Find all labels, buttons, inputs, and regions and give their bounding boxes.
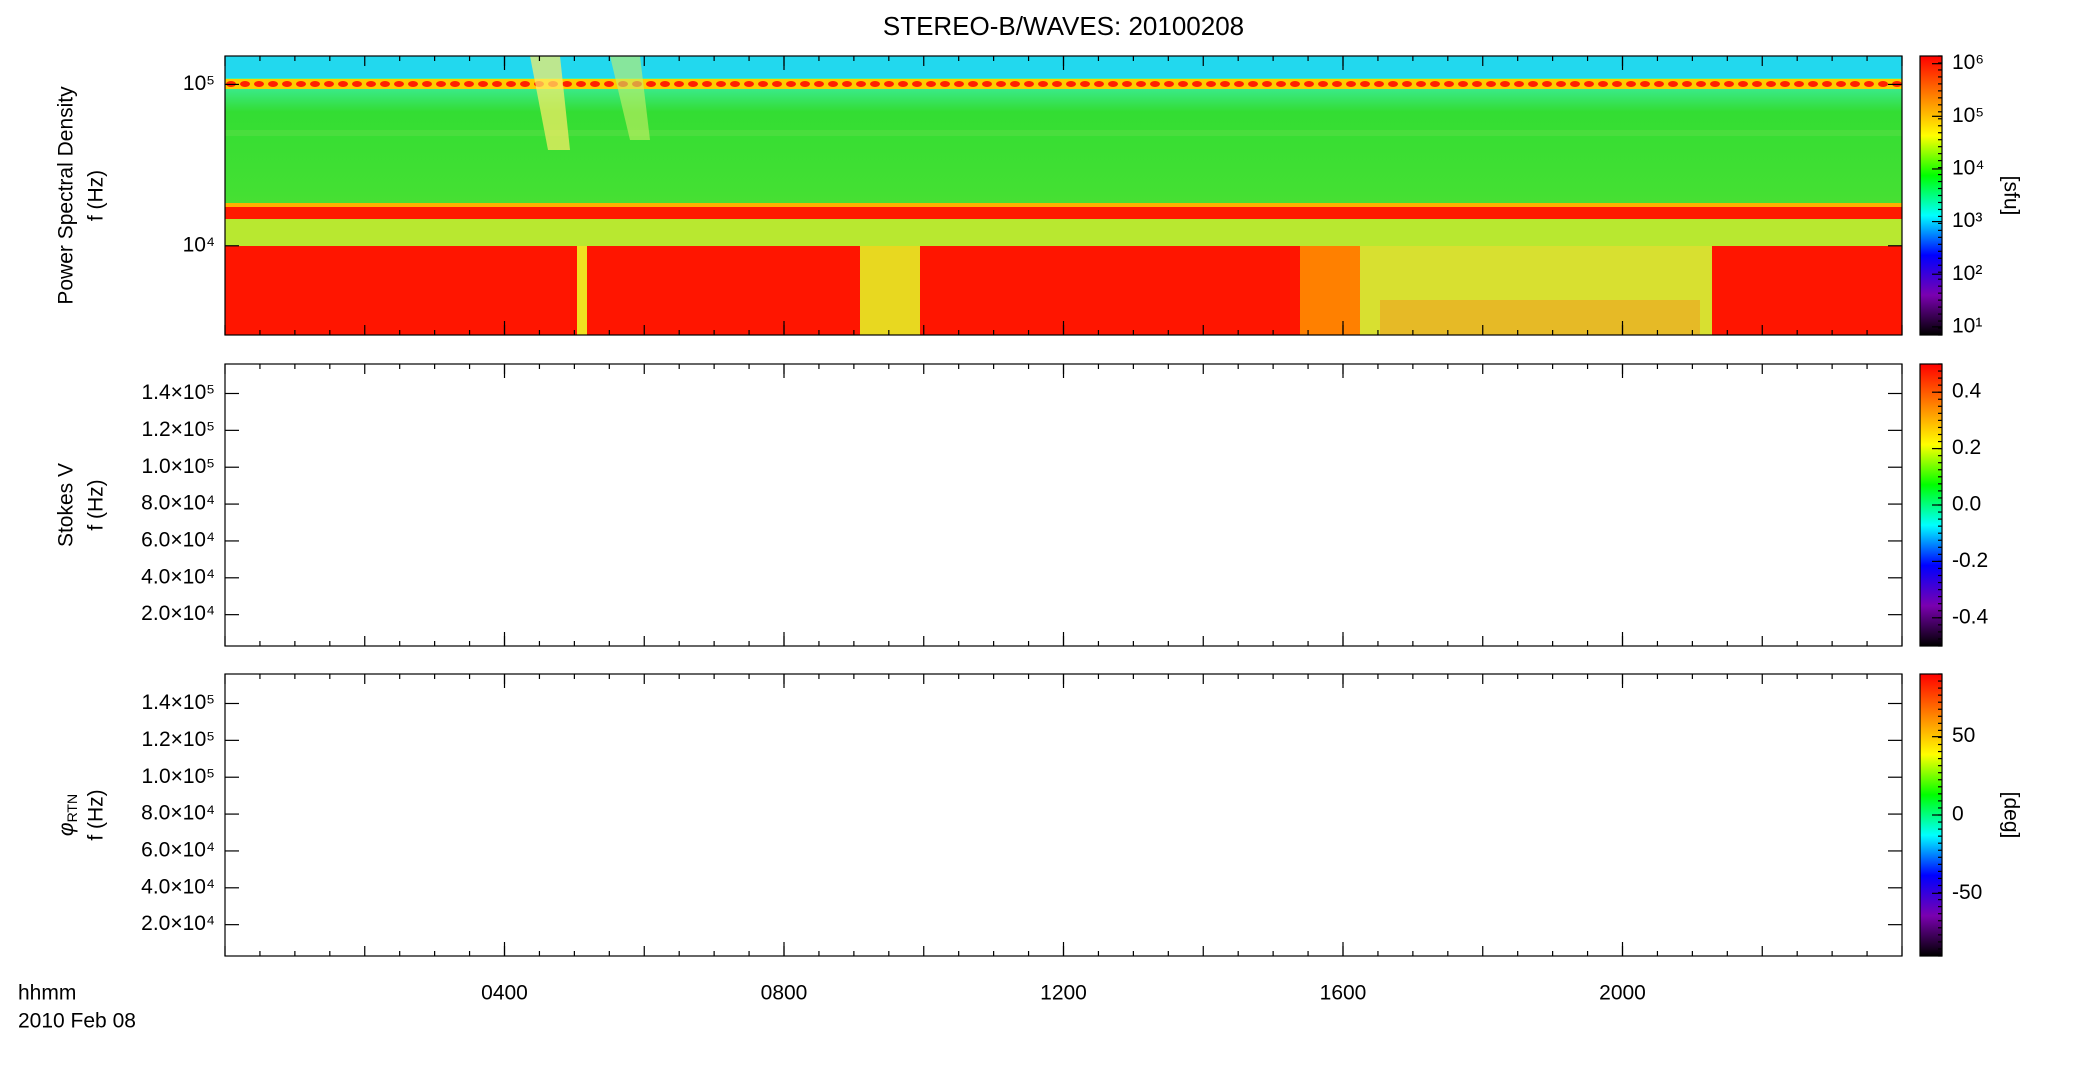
colorbar-tick-label: -0.4 — [1952, 605, 1989, 628]
x-tick-label: 2000 — [1599, 982, 1646, 1005]
colorbar-tick-label: 10⁶ — [1952, 51, 1984, 74]
colorbar-tick-label: 10¹ — [1952, 314, 1982, 337]
colorbar-axis — [1932, 55, 1942, 336]
panel — [224, 55, 1903, 336]
x-tick-label: 1600 — [1320, 982, 1367, 1005]
x-axis-label: 2010 Feb 08 — [18, 1010, 136, 1033]
colorbar-label: [deg] — [1999, 792, 2022, 839]
y-tick-label: 6.0×10⁴ — [141, 528, 215, 551]
y-tick-label: 10⁵ — [183, 72, 215, 95]
panel — [224, 363, 1903, 647]
y-tick-label: 2.0×10⁴ — [141, 602, 215, 625]
y-axis-label: Stokes V — [55, 463, 78, 547]
panel — [224, 673, 1903, 957]
colorbar-label: [sfu] — [1999, 176, 2022, 216]
plot-frame — [224, 673, 1903, 957]
y-axis-label-subscript: RTN — [64, 794, 80, 823]
y-tick-label: 8.0×10⁴ — [141, 802, 215, 825]
y-axis-label: φRTN — [55, 794, 80, 836]
y-tick-label: 1.0×10⁵ — [141, 765, 215, 788]
y-axis-label: f (Hz) — [85, 789, 108, 840]
chart-title: STEREO-B/WAVES: 20100208 — [883, 11, 1244, 41]
y-tick-label: 1.0×10⁵ — [141, 455, 215, 478]
colorbar-axis — [1932, 363, 1942, 647]
colorbar-tick-label: 0.0 — [1952, 493, 1981, 516]
y-tick-label: 6.0×10⁴ — [141, 838, 215, 861]
spectrogram-image — [225, 56, 1902, 335]
colorbar-tick-label: 0.4 — [1952, 380, 1982, 403]
x-axis-label: hhmm — [18, 982, 76, 1005]
y-axis-label-symbol: φ — [55, 822, 78, 836]
y-tick-label: 2.0×10⁴ — [141, 912, 215, 935]
x-tick-label: 0400 — [481, 982, 528, 1005]
y-tick-label: 1.2×10⁵ — [141, 418, 215, 441]
colorbar-axis — [1932, 673, 1942, 957]
y-tick-label: 8.0×10⁴ — [141, 492, 215, 515]
colorbar-tick-label: -50 — [1952, 881, 1982, 904]
colorbar-tick-label: 10⁴ — [1952, 157, 1984, 180]
y-tick-label: 1.4×10⁵ — [141, 691, 215, 714]
y-axis-label: f (Hz) — [85, 170, 108, 221]
colorbar-tick-label: 10³ — [1952, 209, 1982, 232]
y-tick-label: 1.2×10⁵ — [141, 728, 215, 751]
colorbar-tick-label: 50 — [1952, 724, 1975, 747]
y-tick-label: 4.0×10⁴ — [141, 875, 215, 898]
x-tick-label: 0800 — [761, 982, 808, 1005]
colorbar-tick-label: 0 — [1952, 803, 1964, 826]
colorbar-tick-label: 10² — [1952, 262, 1982, 285]
x-tick-label: 1200 — [1040, 982, 1087, 1005]
y-axis-label: Power Spectral Density — [55, 86, 78, 305]
colorbar-tick-label: 0.2 — [1952, 436, 1981, 459]
colorbar-tick-label: -0.2 — [1952, 549, 1988, 572]
y-tick-label: 10⁴ — [183, 233, 215, 256]
y-tick-label: 1.4×10⁵ — [141, 381, 215, 404]
y-axis-label: f (Hz) — [85, 479, 108, 530]
colorbar-tick-label: 10⁵ — [1952, 104, 1984, 127]
plot-frame — [224, 363, 1903, 647]
y-tick-label: 4.0×10⁴ — [141, 565, 215, 588]
